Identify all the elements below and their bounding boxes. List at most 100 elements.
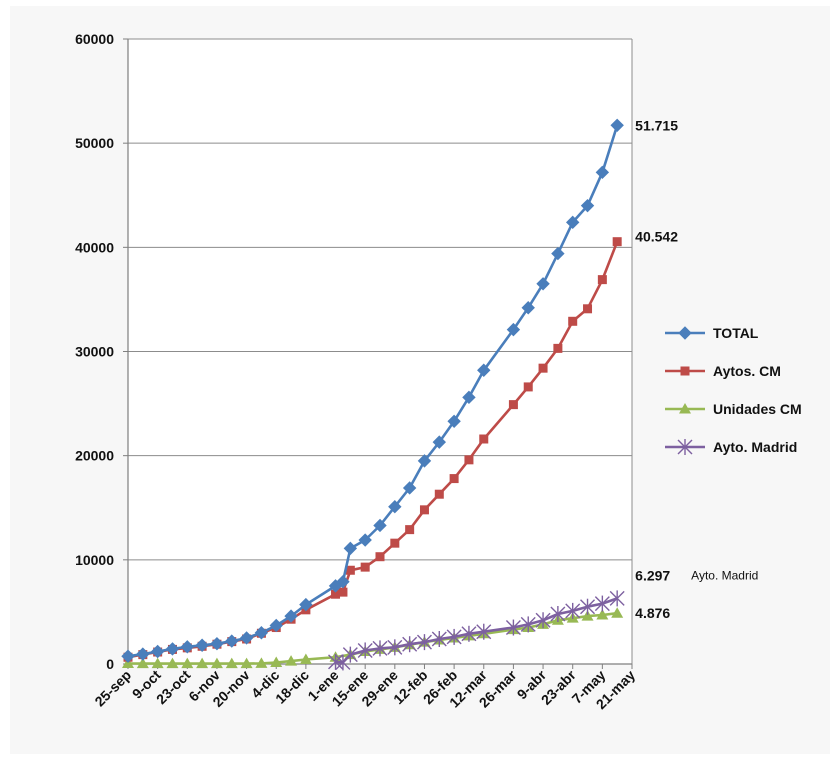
series-line-ayto-madrid [335, 597, 618, 664]
data-point-total [462, 390, 476, 405]
data-point-total [225, 634, 239, 648]
data-point-total [195, 638, 209, 652]
data-point-aytos-cm [434, 489, 444, 499]
data-point-total [180, 640, 195, 654]
y-tick-label: 30000 [75, 344, 114, 360]
data-point-total [284, 609, 298, 623]
end-value-label: 51.715 [635, 117, 678, 133]
legend-item-aytos-cm: Aytos. CM [665, 363, 781, 379]
y-tick-label: 0 [106, 656, 114, 672]
data-point-ayto-madrid [402, 636, 418, 653]
data-point-unidades-cm [136, 657, 149, 669]
data-point-total [521, 301, 535, 315]
y-tick-label: 50000 [75, 135, 114, 151]
data-point-ayto-madrid [342, 646, 358, 663]
data-point-total [121, 649, 135, 663]
data-point-aytos-cm [449, 474, 459, 484]
x-tick-label: 18-dic [272, 667, 312, 707]
legend-swatch-marker [679, 403, 691, 414]
data-point-unidades-cm [151, 657, 164, 669]
legend-label: Unidades CM [713, 401, 802, 417]
y-tick-label: 10000 [75, 552, 114, 568]
data-point-unidades-cm [240, 657, 253, 669]
data-point-ayto-madrid [357, 642, 373, 659]
end-value-label: 40.542 [635, 229, 678, 245]
data-point-unidades-cm [285, 655, 298, 666]
data-point-total [506, 322, 521, 337]
data-point-total [343, 541, 358, 556]
data-point-aytos-cm [338, 587, 348, 597]
legend-item-ayto-madrid: Ayto. Madrid [665, 439, 797, 455]
data-point-ayto-madrid [535, 612, 551, 629]
data-point-aytos-cm [345, 565, 355, 575]
legend-swatch-marker [678, 326, 692, 340]
data-point-total [136, 647, 150, 661]
legend: TOTAL Aytos. CM Unidades CM Ayto. Madrid [665, 325, 802, 455]
data-point-unidades-cm [196, 657, 209, 669]
data-point-total [477, 363, 491, 377]
data-point-aytos-cm [568, 316, 578, 326]
end-labels: 51.715 40.542 4.876 6.297 Ayto. Madrid [635, 117, 758, 621]
data-point-total [610, 118, 624, 133]
data-point-aytos-cm [583, 304, 593, 314]
data-point-total [402, 481, 417, 495]
data-point-ayto-madrid [461, 625, 477, 642]
y-tick-label: 60000 [75, 31, 114, 47]
legend-swatch-marker [677, 439, 693, 455]
data-point-ayto-madrid [476, 623, 492, 640]
data-point-total [239, 631, 254, 645]
data-point-aytos-cm [419, 505, 429, 515]
data-point-ayto-madrid [387, 639, 403, 656]
data-point-total [373, 518, 387, 533]
data-point-aytos-cm [479, 434, 489, 444]
data-point-ayto-madrid [328, 653, 344, 670]
legend-item-total: TOTAL [665, 325, 759, 341]
data-point-aytos-cm [538, 363, 548, 373]
data-point-total [565, 215, 580, 230]
data-point-unidades-cm [255, 657, 268, 668]
data-point-total [417, 454, 432, 468]
data-point-aytos-cm [508, 400, 518, 410]
data-point-ayto-madrid [565, 602, 581, 619]
data-point-ayto-madrid [550, 606, 566, 622]
y-tick-label: 40000 [75, 239, 114, 255]
data-point-total [254, 626, 269, 640]
data-point-aytos-cm [464, 455, 474, 465]
data-point-unidades-cm [225, 657, 238, 669]
data-point-unidades-cm [299, 653, 312, 665]
data-point-aytos-cm [523, 382, 533, 392]
data-point-total [210, 636, 224, 651]
data-point-total [299, 597, 313, 612]
data-point-ayto-madrid [609, 590, 625, 607]
y-tick-label: 20000 [75, 448, 114, 464]
data-point-ayto-madrid [505, 619, 521, 636]
data-point-unidades-cm [596, 609, 609, 620]
data-point-total [580, 198, 595, 213]
data-point-unidades-cm [581, 610, 594, 621]
data-point-total [551, 246, 565, 261]
data-point-aytos-cm [612, 237, 622, 247]
data-point-aytos-cm [597, 275, 607, 285]
data-point-unidades-cm [270, 656, 283, 668]
legend-label: Aytos. CM [713, 363, 781, 379]
x-tick-labels: 25-sep9-oct23-oct6-nov20-nov4-dic18-dic1… [91, 666, 638, 712]
data-point-ayto-madrid [431, 631, 447, 647]
data-point-ayto-madrid [520, 616, 536, 633]
legend-label: TOTAL [713, 325, 759, 341]
data-point-unidades-cm [181, 657, 194, 669]
y-tick-labels: 0 10000 20000 30000 40000 50000 60000 [75, 31, 114, 672]
data-point-total [165, 642, 180, 656]
data-point-ayto-madrid [580, 598, 596, 615]
end-series-annotation: Ayto. Madrid [691, 568, 758, 582]
data-point-total [447, 414, 461, 428]
series [121, 118, 625, 671]
line-chart: 0 10000 20000 30000 40000 50000 60000 25-sep9-… [75, 31, 802, 712]
data-point-ayto-madrid [446, 628, 462, 645]
data-point-total [595, 165, 610, 180]
data-point-unidades-cm [166, 657, 179, 669]
data-point-aytos-cm [331, 589, 341, 599]
data-point-total [269, 618, 283, 633]
data-point-total [336, 575, 350, 589]
data-point-total [358, 533, 372, 547]
data-point-ayto-madrid [416, 634, 432, 651]
